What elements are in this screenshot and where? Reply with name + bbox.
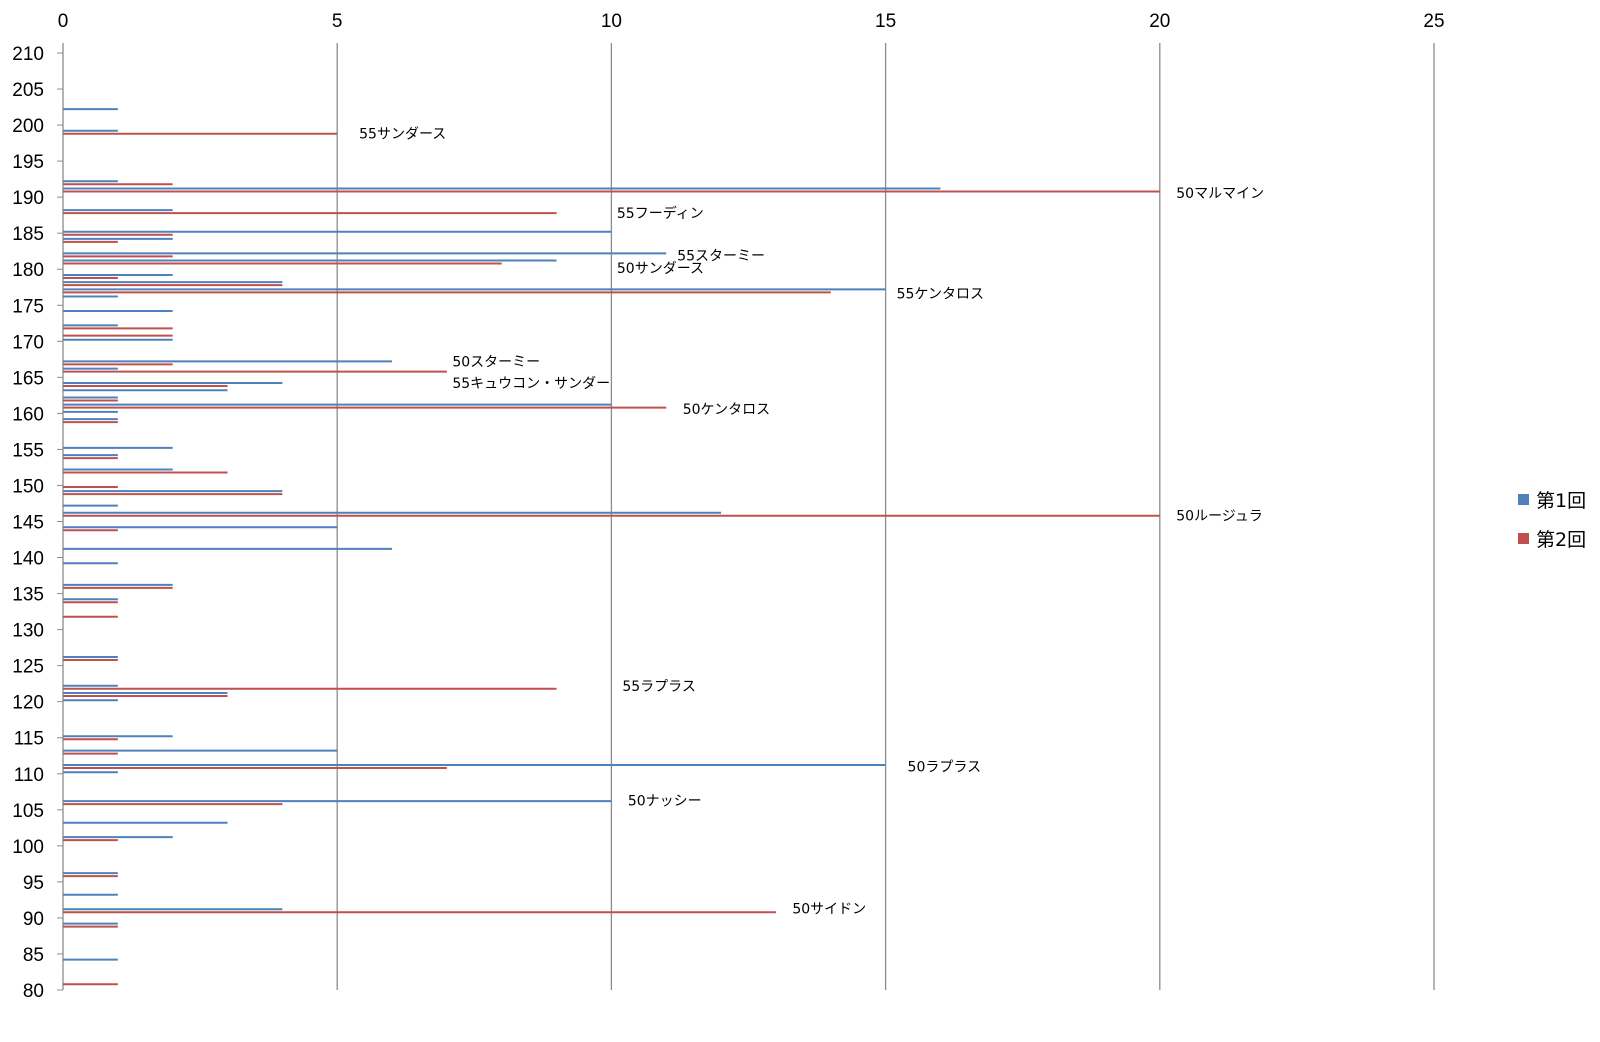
y-tick-label: 110 [14, 765, 44, 786]
x-tick-label: 15 [875, 11, 896, 32]
annotation-label: 50スターミー [452, 354, 540, 370]
y-tick-label: 120 [12, 693, 44, 714]
legend-swatch-first [1518, 493, 1529, 505]
x-tick-label: 20 [1149, 11, 1170, 32]
y-tick-label: 85 [23, 945, 44, 966]
y-tick-label: 125 [12, 657, 44, 678]
y-tick-label: 100 [12, 837, 44, 858]
annotation-label: 55サンダース [359, 127, 446, 143]
y-tick-label: 80 [23, 981, 44, 1002]
y-tick-label: 115 [14, 729, 44, 750]
y-tick-label: 140 [12, 549, 44, 570]
y-tick-label: 90 [23, 909, 44, 930]
legend-item-first: 第1回 [1518, 488, 1587, 512]
annotation-label: 50サンダース [617, 261, 704, 277]
annotation-label: 55スターミー [677, 249, 765, 265]
y-tick-label: 145 [12, 513, 44, 534]
annotation-label: 50サイドン [792, 902, 866, 918]
y-tick-label: 135 [12, 585, 44, 606]
y-tick-label: 150 [12, 476, 44, 497]
x-tick-label: 25 [1423, 11, 1444, 32]
y-tick-label: 170 [12, 332, 44, 353]
legend-swatch-second [1518, 532, 1529, 544]
legend-label-second: 第2回 [1536, 528, 1587, 551]
y-tick-label: 105 [12, 801, 44, 822]
annotation-label: 50マルマイン [1176, 186, 1264, 202]
y-tick-label: 185 [12, 224, 44, 245]
x-tick-label: 10 [601, 11, 622, 32]
bars [63, 108, 1160, 986]
annotation-label: 50ラプラス [908, 760, 982, 776]
axes: 0 5 10 15 20 25 210 205 200 195 190 185 180 175 170 165… [12, 11, 1444, 1002]
annotation-label: 55ラプラス [622, 679, 696, 695]
y-tick-label: 180 [12, 260, 44, 281]
y-tick-label: 95 [23, 873, 44, 894]
y-tick-label: 210 [12, 44, 44, 65]
legend: 第1回 第2回 [1518, 488, 1586, 566]
annotation-label: 55ケンタロス [897, 287, 984, 303]
legend-label-first: 第1回 [1536, 489, 1587, 512]
annotation-label: 50ケンタロス [683, 402, 770, 418]
y-tick-label: 190 [12, 188, 44, 209]
y-tick-label: 195 [12, 152, 44, 173]
legend-item-second: 第2回 [1518, 527, 1587, 551]
y-tick-label: 130 [12, 621, 44, 642]
y-tick-label: 175 [12, 296, 44, 317]
y-tick-label: 155 [12, 440, 44, 461]
y-tick-label: 160 [12, 404, 44, 425]
y-tick-label: 200 [12, 116, 44, 137]
annotation-label: 50ナッシー [628, 793, 702, 809]
annotation-label: 55キュウコン・サンダー [452, 376, 610, 392]
y-tick-label: 205 [12, 80, 44, 101]
x-tick-label: 5 [332, 11, 343, 32]
annotation-label: 55フーディン [617, 205, 704, 222]
annotation-label: 50ルージュラ [1176, 509, 1263, 525]
y-tick-label: 165 [12, 368, 44, 389]
x-tick-label: 0 [58, 11, 69, 32]
